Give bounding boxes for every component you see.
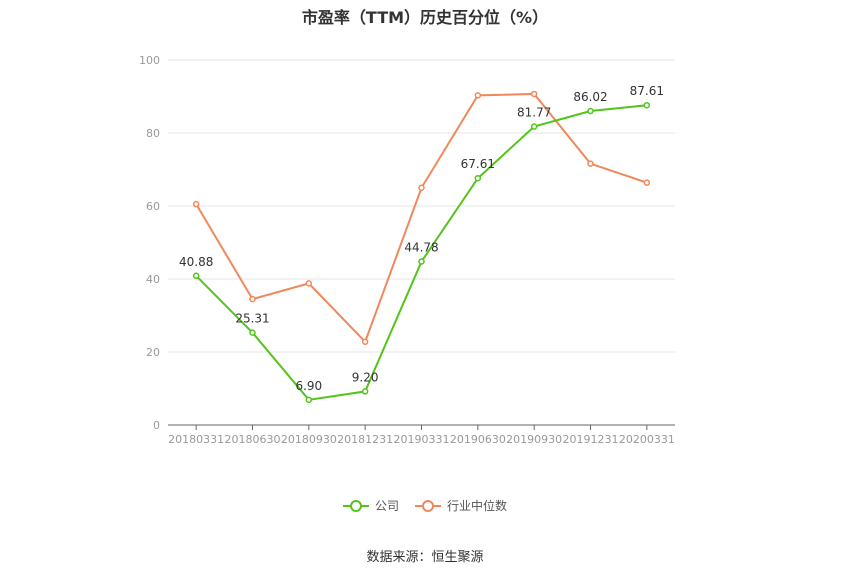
y-tick-label: 80 [146,127,160,140]
data-label: 25.31 [235,312,269,326]
data-point-company [530,123,538,130]
data-point-company [474,174,482,182]
legend-item-industry[interactable]: 行业中位数 [415,497,507,514]
data-point-industry [530,90,538,98]
legend-company-label: 公司 [374,499,399,513]
data-point-industry [474,92,482,99]
data-point-company [587,107,594,115]
chart-title: 市盈率（TTM）历史百分位（%） [301,8,549,27]
legend-company-marker-icon [342,499,369,512]
y-tick-label: 60 [146,200,160,213]
x-tick-label: 20200331 [619,433,675,446]
x-tick-label: 20191231 [563,433,619,446]
y-tick-label: 20 [146,346,160,359]
data-label: 67.61 [461,157,495,171]
legend-industry-marker-icon [415,499,441,512]
data-label: 81.77 [517,106,551,120]
data-point-company [305,396,313,404]
data-label: 40.88 [179,255,213,269]
x-tick-label: 20190930 [506,433,562,446]
data-point-company [192,272,200,280]
data-point-industry [361,338,369,346]
data-point-company [418,258,425,265]
y-tick-label: 40 [146,273,160,286]
x-tick-label: 20180331 [168,433,224,446]
data-label: 44.78 [404,241,438,255]
data-point-industry [192,200,200,208]
data-label: 86.02 [573,90,607,104]
legend-industry-label: 行业中位数 [447,499,508,513]
x-tick-label: 20180630 [225,433,281,446]
data-point-industry [249,295,256,303]
data-point-industry [643,179,651,186]
data-point-company [361,388,369,395]
data-point-company [643,101,651,109]
x-tick-label: 20180930 [281,433,337,446]
x-tick-label: 20190331 [394,433,450,446]
y-tick-label: 100 [139,54,160,67]
data-point-industry [418,184,425,191]
x-tick-label: 20181231 [337,433,393,446]
data-label: 9.20 [352,370,379,384]
x-tick-label: 20190630 [450,433,506,446]
data-point-company [249,329,256,336]
y-tick-label: 0 [153,419,160,432]
legend: 公司 行业中位数 [0,497,850,514]
source-note: 数据来源：恒生聚源 [366,550,484,565]
data-point-industry [305,280,313,287]
data-label: 6.90 [295,379,322,393]
data-point-industry [587,160,594,167]
series-line-industry [195,92,648,344]
legend-item-company[interactable]: 公司 [342,497,399,514]
data-label: 87.61 [630,84,664,98]
